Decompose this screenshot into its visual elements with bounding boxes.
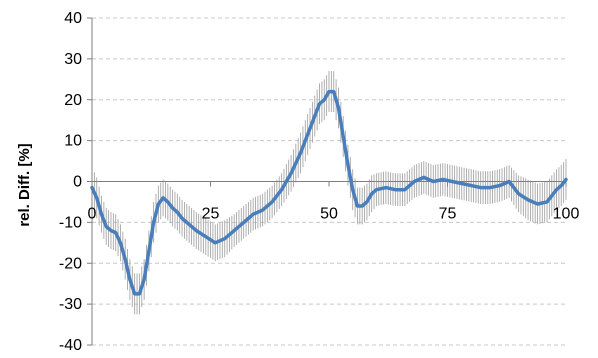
y-tick-label: -10 xyxy=(59,214,82,231)
x-tick-label: 25 xyxy=(202,206,220,223)
y-tick-label: -20 xyxy=(59,255,82,272)
gridlines xyxy=(92,17,566,346)
y-tick-label: 20 xyxy=(64,92,82,109)
series-line xyxy=(90,89,568,296)
axes xyxy=(87,17,567,346)
y-axis-title: rel. Diff. [%] xyxy=(16,143,33,226)
mean-line xyxy=(90,89,568,296)
y-tick-label: 10 xyxy=(64,133,82,150)
x-tick-label: 100 xyxy=(553,206,580,223)
x-tick-label: 50 xyxy=(320,206,338,223)
y-tick-label: 40 xyxy=(64,10,82,27)
y-tick-label: -30 xyxy=(59,296,82,313)
x-tick-label: 75 xyxy=(439,206,457,223)
x-tick-label: 0 xyxy=(88,206,97,223)
error-bars xyxy=(91,71,567,315)
y-tick-label: -40 xyxy=(59,337,82,354)
tick-labels: -40 -30 -20 -10 0 10 20 30 40 0 25 50 75 100 xyxy=(59,10,580,354)
y-tick-label: 0 xyxy=(73,174,82,191)
y-tick-label: 30 xyxy=(64,51,82,68)
